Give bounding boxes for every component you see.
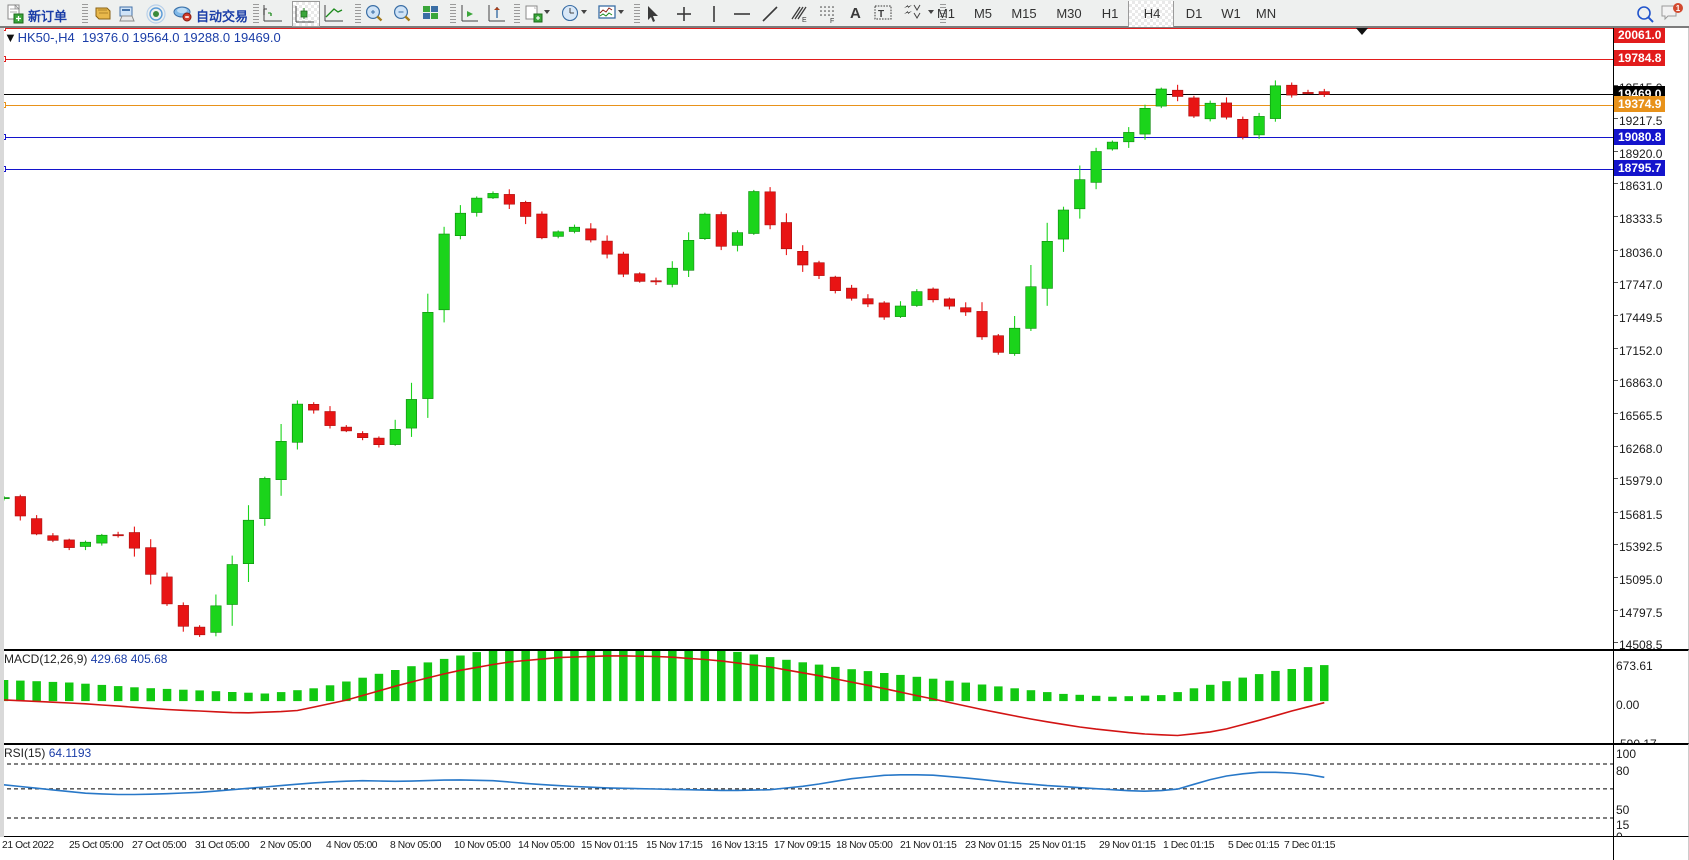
svg-text:T: T — [878, 9, 884, 20]
svg-text:F: F — [830, 18, 834, 25]
svg-text:1: 1 — [1676, 4, 1681, 13]
svg-text:E: E — [802, 17, 807, 24]
